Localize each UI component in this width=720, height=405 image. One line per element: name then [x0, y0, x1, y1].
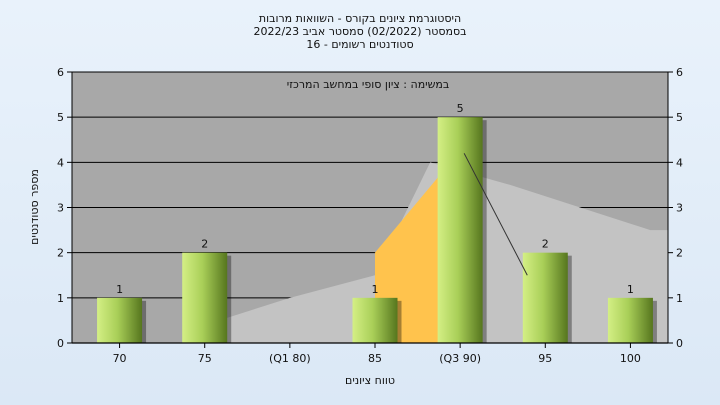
x-tick-label: (Q3 90)	[439, 352, 481, 365]
chart-title-line-3: סטודנטים רשומים - 16	[306, 38, 413, 51]
chart-title-line-2: בסמסטר (02/2022) סמסטר אביב 2022/23	[253, 25, 466, 38]
y-tick-label-left: 3	[57, 202, 64, 215]
bar-value-label: 1	[116, 283, 123, 296]
y-tick-label-right: 3	[676, 202, 683, 215]
y-ticks-right: 0 1 2 3 4 5 6	[668, 66, 683, 350]
y-tick-label-left: 1	[57, 292, 64, 305]
bars	[97, 117, 657, 344]
x-tick-label: 95	[538, 352, 552, 365]
y-tick-label-right: 1	[676, 292, 683, 305]
x-axis-label: טווח ציונים	[345, 374, 395, 387]
bar-value-label: 5	[457, 102, 464, 115]
x-ticks: 70 75 (Q1 80) 85 (Q3 90) 95 100	[113, 343, 641, 365]
x-tick-label: 100	[620, 352, 641, 365]
y-tick-label-right: 4	[676, 156, 683, 169]
bar	[352, 297, 398, 343]
bar-value-label: 2	[201, 238, 208, 251]
bar	[182, 252, 228, 343]
y-tick-label-right: 6	[676, 66, 683, 79]
x-tick-label: (Q1 80)	[269, 352, 311, 365]
bar-labels: 1 2 1 5 2 1	[116, 102, 634, 296]
y-tick-label-left: 4	[57, 156, 64, 169]
chart-annotation: במשימה : ציון סופי במחשב המרכזי	[287, 78, 450, 91]
y-tick-label-left: 5	[57, 111, 64, 124]
y-ticks-left: 0 1 2 3 4 5 6	[57, 66, 72, 350]
y-tick-label-left: 6	[57, 66, 64, 79]
x-tick-label: 85	[368, 352, 382, 365]
bar-value-label: 1	[627, 283, 634, 296]
bar	[97, 297, 143, 343]
x-tick-label: 70	[113, 352, 127, 365]
y-axis-label: מספר סטודנטים	[28, 169, 41, 245]
y-tick-label-right: 2	[676, 247, 683, 260]
bar	[437, 117, 483, 344]
gridlines	[72, 71, 668, 299]
trend-line	[463, 153, 528, 276]
chart-title-line-1: היסטוגרמת ציונים בקורס - השוואות מרובות	[259, 12, 461, 25]
y-tick-label-right: 0	[676, 337, 683, 350]
y-tick-label-right: 5	[676, 111, 683, 124]
bar	[522, 252, 568, 343]
bar	[607, 297, 653, 343]
x-tick-label: 75	[198, 352, 212, 365]
bar-value-label: 1	[372, 283, 379, 296]
bar-value-label: 2	[542, 238, 549, 251]
y-tick-label-left: 2	[57, 247, 64, 260]
y-tick-label-left: 0	[57, 337, 64, 350]
